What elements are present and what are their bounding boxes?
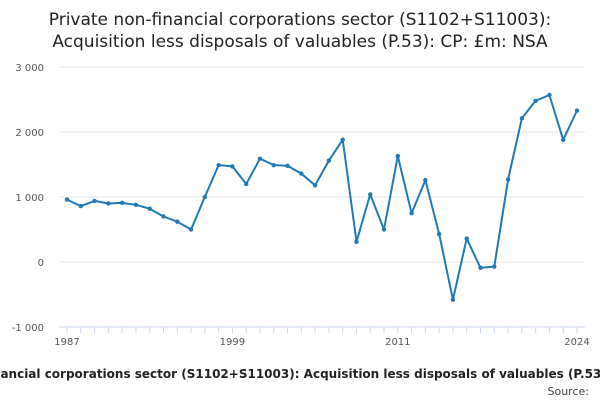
data-point[interactable] bbox=[368, 192, 373, 197]
data-point[interactable] bbox=[354, 239, 359, 245]
x-tick-label: 2011 bbox=[385, 337, 410, 348]
data-point[interactable] bbox=[299, 171, 304, 176]
data-point[interactable] bbox=[106, 201, 111, 206]
data-point[interactable] bbox=[505, 177, 511, 182]
data-point[interactable] bbox=[492, 264, 497, 269]
data-point[interactable] bbox=[78, 203, 83, 209]
data-point[interactable] bbox=[519, 116, 525, 121]
y-tick-label: 3 000 bbox=[15, 63, 44, 74]
data-point[interactable] bbox=[230, 164, 235, 169]
chart-title-line-2: Acquisition less disposals of valuables … bbox=[52, 32, 548, 52]
series bbox=[64, 92, 580, 302]
x-tick-label: 1999 bbox=[220, 337, 245, 348]
data-point[interactable] bbox=[133, 202, 139, 207]
data-point[interactable] bbox=[395, 153, 401, 159]
data-point[interactable] bbox=[257, 156, 263, 161]
data-point[interactable] bbox=[381, 227, 387, 232]
data-point[interactable] bbox=[423, 177, 428, 183]
data-point[interactable] bbox=[64, 197, 70, 202]
series-line[interactable] bbox=[66, 94, 578, 301]
data-point[interactable] bbox=[436, 231, 442, 237]
data-point[interactable] bbox=[326, 158, 332, 163]
data-point[interactable] bbox=[92, 198, 97, 204]
data-point[interactable] bbox=[188, 227, 194, 232]
chart-title-line-1: Private non-financial corporations secto… bbox=[49, 10, 552, 30]
data-point[interactable] bbox=[409, 211, 414, 216]
data-point[interactable] bbox=[202, 194, 208, 200]
axes: 3 000 2 000 1 000 0 -1 000 1987 1999 2011 2024 bbox=[12, 63, 590, 348]
data-point[interactable] bbox=[574, 108, 580, 113]
data-point[interactable] bbox=[464, 236, 469, 241]
data-point[interactable] bbox=[312, 183, 318, 188]
data-point[interactable] bbox=[450, 297, 456, 302]
data-point[interactable] bbox=[561, 137, 566, 142]
data-point[interactable] bbox=[478, 265, 483, 271]
data-point[interactable] bbox=[216, 162, 221, 168]
y-tick-label: 1 000 bbox=[15, 193, 44, 204]
data-point[interactable] bbox=[340, 137, 345, 142]
data-point[interactable] bbox=[271, 162, 276, 168]
x-tick-label: 1987 bbox=[54, 337, 79, 348]
data-point[interactable] bbox=[147, 206, 152, 211]
data-point[interactable] bbox=[285, 163, 290, 168]
y-tick-label: 2 000 bbox=[15, 128, 44, 139]
data-point[interactable] bbox=[533, 98, 538, 104]
data-point[interactable] bbox=[161, 214, 166, 219]
data-point[interactable] bbox=[243, 181, 249, 187]
y-tick-label: -1 000 bbox=[12, 323, 44, 334]
source-label: Source: bbox=[548, 385, 590, 398]
data-point[interactable] bbox=[119, 200, 125, 206]
x-tick-label: 2024 bbox=[564, 337, 589, 348]
y-tick-label: 0 bbox=[38, 258, 44, 269]
data-point[interactable] bbox=[175, 219, 180, 224]
legend-series-label[interactable]: Private non-financial corporations secto… bbox=[0, 367, 600, 381]
data-point[interactable] bbox=[547, 92, 552, 98]
